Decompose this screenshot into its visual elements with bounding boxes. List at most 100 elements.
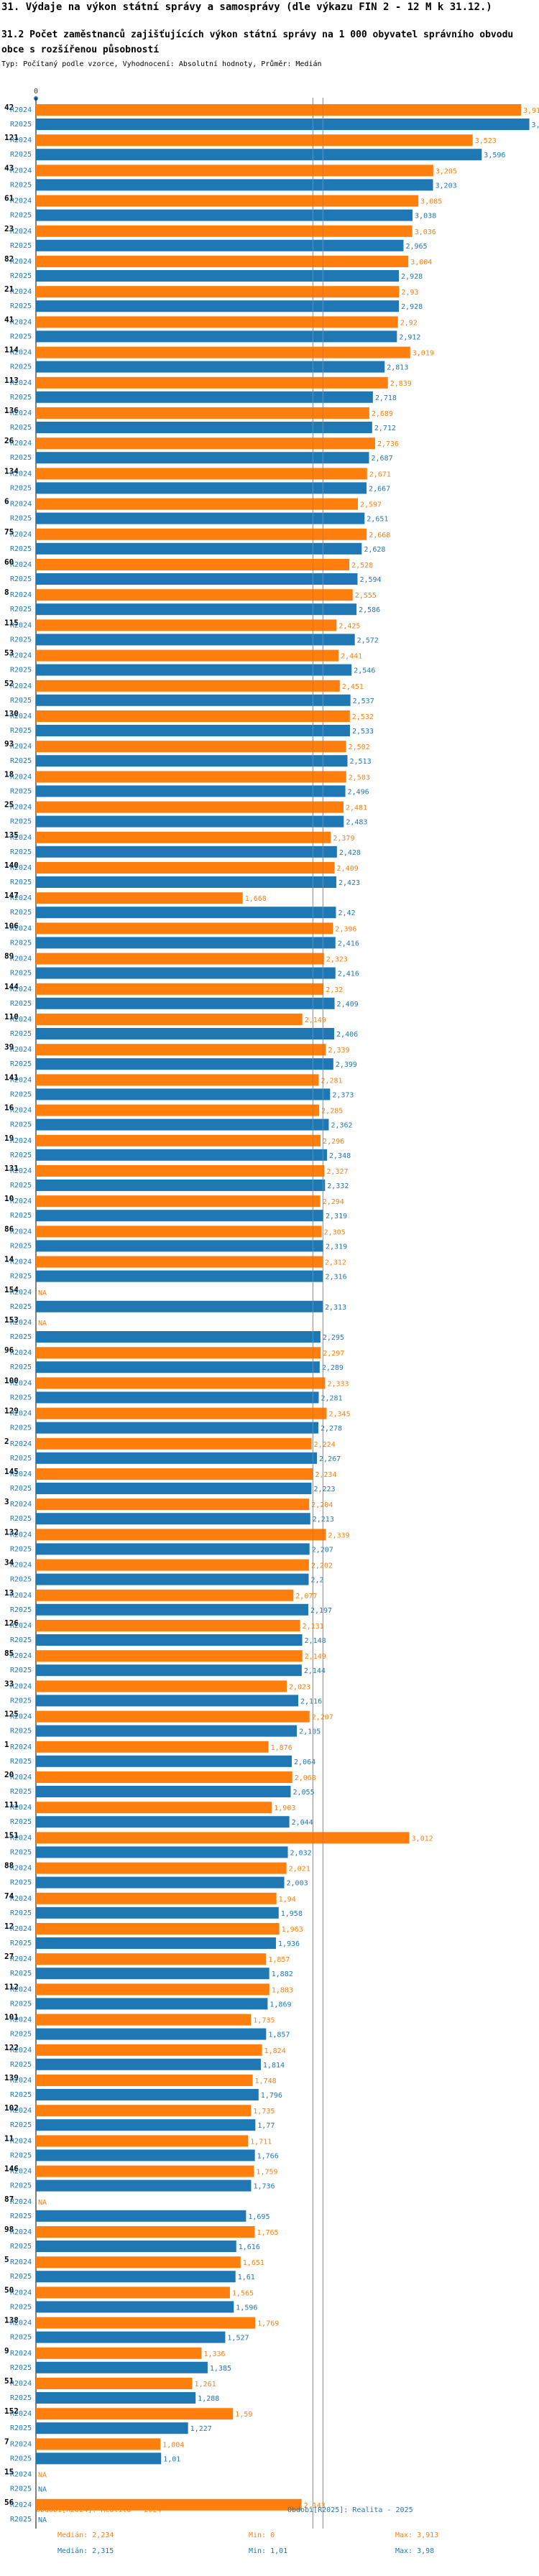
- bar-r2025: [36, 694, 351, 706]
- series-label-r2024: R2024: [10, 652, 32, 660]
- value-label-r2025: 1,77: [257, 2122, 275, 2130]
- value-label-r2024: 2,32: [326, 986, 343, 994]
- bar-r2024: [36, 710, 350, 722]
- series-label-r2025: R2025: [10, 515, 32, 523]
- series-label-r2025: R2025: [10, 1394, 32, 1401]
- category-label: 7: [4, 2437, 9, 2446]
- bar-r2024: [36, 1044, 326, 1056]
- bar-r2024: [36, 134, 473, 147]
- value-label-r2025: 2,313: [325, 1304, 346, 1312]
- bar-r2025: [36, 997, 335, 1009]
- bar-r2025: [36, 1210, 324, 1222]
- bar-r2025: [36, 1755, 292, 1767]
- value-label-r2025: 2,813: [387, 364, 408, 372]
- bar-r2025: [36, 1088, 331, 1101]
- series-label-r2024: R2024: [10, 713, 32, 721]
- value-label-r2024: 1,769: [257, 2320, 279, 2328]
- series-label-r2024: R2024: [10, 2228, 32, 2236]
- series-label-r2024: R2024: [10, 2440, 32, 2448]
- bar-r2025: [36, 937, 336, 949]
- series-label-r2025: R2025: [10, 181, 32, 189]
- value-label-r2024: 2,023: [289, 1683, 310, 1691]
- category-label: 138: [4, 2316, 19, 2325]
- series-label-r2025: R2025: [10, 1000, 32, 1008]
- bar-r2024: [36, 2256, 241, 2269]
- bar-r2025: [36, 270, 400, 282]
- bar-r2024: [36, 2498, 302, 2511]
- series-label-r2024: R2024: [10, 2320, 32, 2327]
- series-label-r2025: R2025: [10, 2213, 32, 2220]
- value-label-r2024: 1,765: [257, 2229, 278, 2237]
- series-label-r2025: R2025: [10, 879, 32, 886]
- series-label-r2025: R2025: [10, 727, 32, 735]
- bar-r2024: [36, 1437, 312, 1450]
- series-label-r2025: R2025: [10, 970, 32, 978]
- category-label: 51: [4, 2376, 14, 2386]
- category-label: 96: [4, 1345, 14, 1355]
- series-label-r2024: R2024: [10, 379, 32, 387]
- value-label-r2024: 2,149: [305, 1016, 326, 1024]
- legend-r2025-name: Obdobi[R2025]: Realita - 2025: [287, 2506, 413, 2514]
- series-label-r2024: R2024: [10, 773, 32, 781]
- bar-r2024: [36, 2438, 161, 2450]
- bar-r2024: [36, 1256, 323, 1268]
- series-label-r2024: R2024: [10, 1925, 32, 1933]
- bar-r2024: [36, 1680, 287, 1692]
- series-label-r2024: R2024: [10, 1682, 32, 1690]
- value-label-r2025: 2,409: [337, 1001, 359, 1009]
- value-label-r2024: 2,451: [342, 683, 364, 691]
- category-label: 146: [4, 2164, 19, 2174]
- category-label: 20: [4, 1770, 14, 1779]
- value-label-r2024: 2,204: [311, 1501, 333, 1509]
- bar-r2025: [36, 1968, 270, 1980]
- bar-r2025: [36, 1876, 285, 1889]
- value-label-r2025: 1,869: [270, 2001, 291, 2009]
- value-label-r2025: 2,628: [364, 546, 385, 554]
- value-label-r2024: 1,336: [203, 2350, 225, 2358]
- bar-r2025: [36, 967, 336, 979]
- value-label-r2024: 2,207: [312, 1714, 333, 1722]
- bar-r2024: [36, 165, 433, 177]
- value-label-r2024: 1,261: [195, 2381, 216, 2389]
- series-label-r2025: R2025: [10, 242, 32, 250]
- value-label-r2025: 3,596: [484, 152, 505, 159]
- series-label-r2024: R2024: [10, 1046, 32, 1054]
- bar-r2024: [36, 468, 367, 480]
- category-label: 135: [4, 830, 19, 840]
- series-label-r2024: R2024: [10, 318, 32, 326]
- value-label-r2024: 2,339: [328, 1532, 349, 1539]
- category-label: 5: [4, 2255, 9, 2264]
- series-label-r2024: R2024: [10, 1592, 32, 1600]
- value-label-r2025: 1,882: [272, 1970, 293, 1978]
- series-label-r2025: R2025: [10, 1576, 32, 1584]
- category-label: 87: [4, 2195, 14, 2204]
- series-label-r2024: R2024: [10, 1713, 32, 1721]
- series-label-r2025: R2025: [10, 121, 32, 129]
- bar-r2024: [36, 2165, 254, 2177]
- series-label-r2025: R2025: [10, 2516, 32, 2524]
- value-label-r2024: 2,379: [333, 835, 354, 843]
- series-label-r2024: R2024: [10, 1167, 32, 1175]
- value-label-r2025: 2,003: [287, 1880, 308, 1888]
- series-label-r2025: R2025: [10, 2243, 32, 2251]
- series-label-r2024: R2024: [10, 1076, 32, 1084]
- series-label-r2025: R2025: [10, 606, 32, 613]
- category-label: 88: [4, 1861, 14, 1871]
- category-label: 153: [4, 1315, 19, 1325]
- bar-r2025: [36, 664, 352, 676]
- value-label-r2025: 2,332: [327, 1182, 349, 1190]
- series-label-r2025: R2025: [10, 212, 32, 220]
- value-label-r2025: 2,064: [294, 1759, 315, 1766]
- category-label: 56: [4, 2498, 14, 2507]
- category-label: 42: [4, 103, 14, 112]
- bar-r2024: [36, 2408, 234, 2420]
- category-label: 114: [4, 346, 19, 355]
- value-label-r2024: 2,441: [341, 653, 362, 661]
- series-label-r2024: R2024: [10, 136, 32, 144]
- bar-r2024: [36, 1377, 326, 1389]
- bar-r2024: [36, 1104, 320, 1116]
- bar-r2024: [36, 1347, 321, 1359]
- series-label-r2024: R2024: [10, 1774, 32, 1782]
- series-label-r2025: R2025: [10, 424, 32, 432]
- series-label-r2025: R2025: [10, 1090, 32, 1098]
